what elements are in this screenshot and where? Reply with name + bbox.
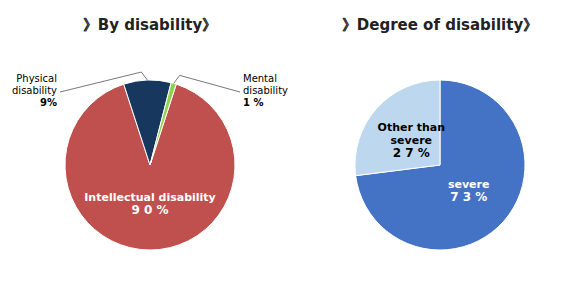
slice-category-label: Other thansevere <box>378 121 446 147</box>
leader-line <box>174 75 240 92</box>
slices <box>65 80 235 250</box>
labels: Intellectual disability9 0 %Physicaldisa… <box>12 72 288 217</box>
pie-chart: 》Degree of disability》severe7 3 %Other t… <box>342 16 538 250</box>
slice-value-label: 7 3 % <box>450 190 487 204</box>
chart-title: 》By disability》 <box>83 16 217 34</box>
slice-value-label: 9% <box>40 97 57 108</box>
leader-line <box>60 72 147 92</box>
slice-value-label: 2 7 % <box>393 146 430 160</box>
slice-value-label: 1 % <box>243 97 263 108</box>
pie-slice <box>150 83 176 165</box>
slice-category-label: Mentaldisability <box>243 73 288 96</box>
chart-title: 》Degree of disability》 <box>342 16 538 34</box>
slice-value-label: 9 0 % <box>131 203 168 217</box>
chart-canvas: 》By disability》 Intellectual disability9 … <box>0 0 583 289</box>
slices <box>355 80 525 250</box>
slice-category-label: Physicaldisability <box>12 73 57 96</box>
pie-chart: 》By disability》 Intellectual disability9 … <box>12 16 288 250</box>
pie-slice <box>356 80 525 250</box>
labels: severe7 3 %Other thansevere2 7 % <box>378 121 490 204</box>
